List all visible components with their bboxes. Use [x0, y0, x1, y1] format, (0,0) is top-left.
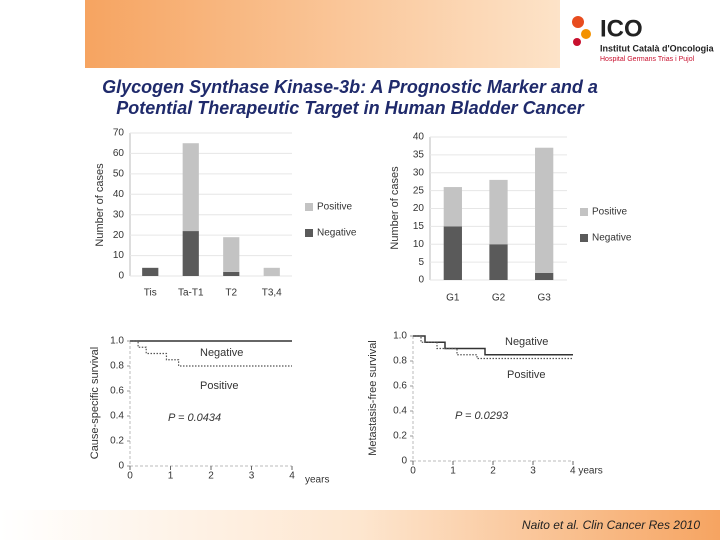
x-tick-label: 3	[249, 471, 255, 482]
bar-segment	[263, 267, 280, 276]
bar-segment	[223, 271, 240, 276]
y-tick-label: 0.2	[110, 436, 124, 447]
annotation: P = 0.0293	[455, 410, 509, 422]
logo-icon	[581, 29, 591, 39]
header-banner	[85, 0, 560, 68]
y-tick-label: 0.6	[393, 381, 407, 392]
survival-curve	[413, 335, 573, 356]
logo: ICO	[600, 15, 643, 42]
x-tick-label: 3	[530, 466, 536, 477]
y-tick-label: 40	[413, 132, 425, 143]
bar-segment	[535, 272, 554, 280]
x-tick-label: 4 years	[570, 466, 603, 477]
y-tick-label: 30	[413, 167, 425, 178]
x-tick-label: 1	[168, 471, 174, 482]
y-tick-label: 50	[113, 168, 125, 179]
x-tick-label: 2	[490, 466, 496, 477]
annotation: Negative	[200, 347, 243, 359]
footer-banner	[0, 510, 720, 540]
bar-segment	[182, 143, 199, 232]
y-tick-label: 30	[113, 209, 125, 220]
y-tick-label: 25	[413, 185, 425, 196]
citation: Naito et al. Clin Cancer Res 2010	[522, 518, 700, 532]
annotation: Negative	[505, 336, 548, 348]
y-tick-label: 1.0	[110, 336, 124, 347]
x-tick-label: T3,4	[262, 288, 282, 299]
title: Potential Therapeutic Target in Human Bl…	[116, 98, 584, 118]
bar-segment	[489, 179, 508, 245]
y-tick-label: 20	[113, 230, 125, 241]
logo-icon	[572, 16, 584, 28]
logo-icon	[573, 38, 581, 46]
survival-curve	[130, 340, 292, 367]
y-tick-label: 0.4	[110, 411, 124, 422]
legend-label: Positive	[317, 202, 352, 213]
y-tick-label: 5	[418, 257, 424, 268]
y-axis-label: Number of cases	[389, 166, 401, 250]
y-tick-label: 35	[413, 150, 425, 161]
survival-curve	[413, 335, 573, 360]
x-tick-label: Ta-T1	[178, 288, 204, 299]
y-tick-label: 10	[413, 239, 425, 250]
y-tick-label: 1.0	[393, 331, 407, 342]
y-tick-label: 0.8	[110, 361, 124, 372]
y-tick-label: 15	[413, 221, 425, 232]
y-axis-label: Cause-specific survival	[89, 347, 101, 459]
x-tick-label: G2	[492, 293, 506, 304]
y-tick-label: 0.4	[393, 406, 407, 417]
legend-swatch	[305, 203, 313, 211]
legend-label: Negative	[317, 228, 357, 239]
y-tick-label: 0	[118, 271, 124, 282]
legend-swatch	[580, 234, 588, 242]
legend-swatch	[580, 208, 588, 216]
y-tick-label: 0.6	[110, 386, 124, 397]
bar-segment	[182, 231, 199, 276]
x-tick-label: G3	[537, 293, 551, 304]
title: Glycogen Synthase Kinase-3b: A Prognosti…	[102, 77, 598, 97]
y-tick-label: 20	[413, 203, 425, 214]
y-tick-label: 0	[118, 461, 124, 472]
x-tick-label: 0	[127, 471, 133, 482]
x-tick-label: Tis	[144, 288, 157, 299]
bar-segment	[223, 237, 240, 272]
annotation: P = 0.0434	[168, 412, 221, 424]
bar-segment	[489, 244, 508, 280]
legend-label: Positive	[592, 207, 627, 218]
annotation: Positive	[200, 380, 239, 392]
x-axis-label: years	[305, 475, 329, 486]
y-tick-label: 0.2	[393, 431, 407, 442]
legend-label: Negative	[592, 233, 632, 244]
y-tick-label: 40	[113, 189, 125, 200]
y-tick-label: 70	[113, 128, 125, 139]
bar-segment	[443, 187, 462, 227]
y-tick-label: 10	[113, 250, 125, 261]
annotation: Positive	[507, 369, 546, 381]
hospital: Hospital Germans Trias i Pujol	[600, 56, 695, 63]
bar-segment	[443, 226, 462, 280]
y-tick-label: 0.8	[393, 356, 407, 367]
bar-segment	[142, 267, 159, 276]
y-tick-label: 0	[418, 275, 424, 286]
x-tick-label: G1	[446, 293, 460, 304]
x-tick-label: T2	[225, 288, 237, 299]
x-tick-label: 0	[410, 466, 416, 477]
y-tick-label: 60	[113, 148, 125, 159]
y-axis-label: Metastasis-free survival	[367, 340, 379, 456]
y-axis-label: Number of cases	[94, 163, 106, 247]
legend-swatch	[305, 229, 313, 237]
x-tick-label: 1	[450, 466, 456, 477]
x-tick-label: 2	[208, 471, 214, 482]
institute: Institut Català d'Oncologia	[600, 43, 715, 53]
bar-segment	[535, 147, 554, 273]
y-tick-label: 0	[401, 456, 407, 467]
x-tick-label: 4	[289, 471, 295, 482]
